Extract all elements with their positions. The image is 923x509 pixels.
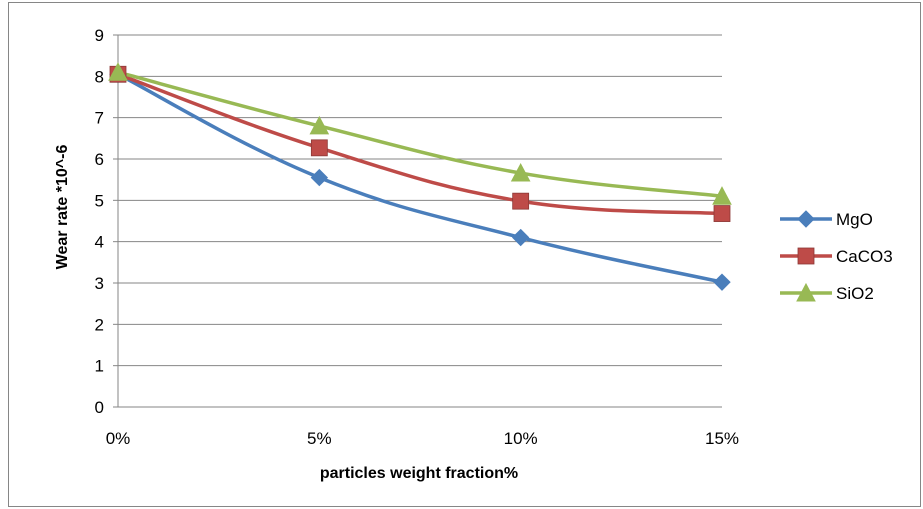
- y-tick-label: 9: [95, 26, 104, 45]
- legend: MgO CaCO3 SiO2: [780, 210, 893, 303]
- x-axis-title: particles weight fraction%: [320, 465, 518, 482]
- y-tick-labels: 0 1 2 3 4 5 6 7 8 9: [95, 26, 104, 417]
- series-lines: [117, 70, 723, 284]
- axes: [113, 34, 722, 408]
- legend-marker-caco3: [797, 247, 815, 265]
- y-tick-label: 3: [95, 274, 104, 293]
- y-tick-label: 1: [95, 357, 104, 376]
- legend-label-sio2: SiO2: [836, 284, 874, 303]
- y-tick-label: 5: [95, 191, 104, 210]
- series-markers: [108, 62, 732, 291]
- y-tick-label: 0: [95, 398, 104, 417]
- y-tick-label: 4: [95, 233, 104, 252]
- data-point-caco3: [310, 139, 328, 157]
- y-tick-label: 6: [95, 150, 104, 169]
- x-tick-labels: 0% 5% 10% 15%: [106, 429, 739, 448]
- y-axis-title: Wear rate *10^-6: [54, 145, 71, 270]
- legend-marker-sio2: [796, 282, 816, 302]
- data-point-sio2: [510, 162, 531, 182]
- data-point-sio2: [108, 62, 128, 81]
- y-tick-label: 2: [95, 315, 104, 334]
- data-point-mgo: [713, 273, 731, 291]
- x-tick-label: 10%: [504, 429, 538, 448]
- chart-frame: [8, 2, 921, 507]
- legend-label-caco3: CaCO3: [836, 247, 893, 266]
- data-point-caco3: [713, 205, 731, 222]
- data-point-mgo: [511, 228, 530, 247]
- grid-lines: [118, 34, 722, 367]
- y-tick-label: 8: [95, 67, 104, 86]
- series-line-mgo: [117, 72, 723, 284]
- series-line-sio2: [117, 70, 723, 198]
- data-point-caco3: [512, 192, 530, 210]
- data-point-mgo: [310, 168, 329, 187]
- legend-label-mgo: MgO: [836, 210, 873, 229]
- x-tick-label: 0%: [106, 429, 131, 448]
- series-line-caco3: [117, 72, 723, 216]
- data-point-sio2: [309, 115, 330, 135]
- x-tick-label: 15%: [705, 429, 739, 448]
- x-tick-label: 5%: [307, 429, 332, 448]
- legend-marker-mgo: [797, 210, 815, 228]
- data-point-sio2: [712, 186, 732, 205]
- y-tick-label: 7: [95, 109, 104, 128]
